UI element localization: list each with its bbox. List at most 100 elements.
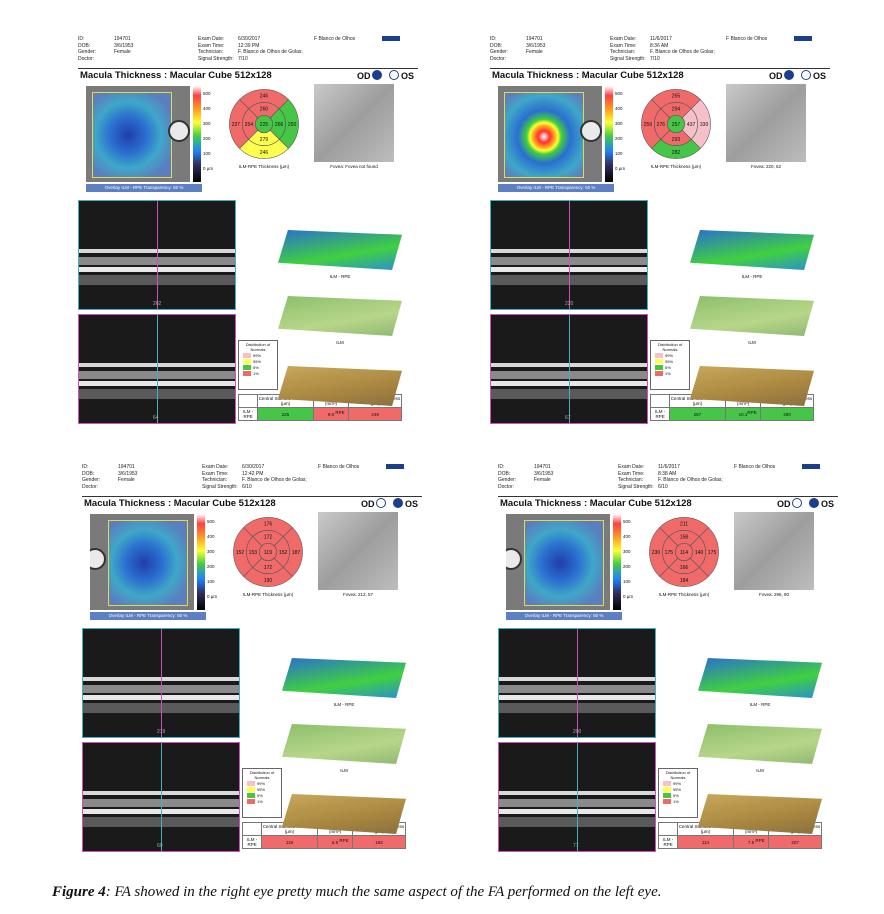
etdrs-outer-value: 176 (264, 522, 273, 528)
scan-position-line (161, 629, 162, 737)
colorbar-tick: 300 (623, 549, 631, 554)
patient-field-label: ID: (82, 464, 89, 470)
table-cell: 9.0 (312, 407, 350, 421)
colorbar-tick: 400 (623, 534, 631, 539)
horizontal-bscan: 219 (82, 628, 240, 738)
thickness-colorbar (613, 514, 621, 610)
etdrs-inner-value: 153 (249, 550, 258, 556)
exam-field-value: 12:39 PM (238, 42, 260, 49)
etdrs-outer-value: 250 (288, 122, 297, 128)
etdrs-grid: 114 211 158 175 140 184 166 230 175 (649, 517, 719, 587)
exam-field-value: 12:42 PM (242, 470, 264, 477)
exam-field-value: F. Blanco de Olhos de Golas; (650, 49, 715, 55)
colorbar-tick: 400 (203, 106, 211, 111)
distribution-title: Distribution of Normals (657, 342, 683, 352)
patient-field-label: Gender: (82, 477, 101, 483)
exam-field-value: 8:36 AM (650, 42, 669, 49)
exam-values: 11/6/2017 8:36 AM F. Blanco de Olhos de Go… (650, 36, 715, 62)
table-row-label: ILM - RPE (241, 835, 263, 849)
patient-field-label: Gender: (78, 49, 97, 55)
eye-selector: OD OS (361, 497, 418, 511)
distribution-label: 5% (673, 792, 679, 798)
distribution-row: 5% (243, 364, 277, 370)
etdrs-caption: ILM-RPE Thickness (µm) (242, 592, 294, 597)
fundus-thickness-map (90, 514, 194, 610)
etdrs-center (259, 543, 277, 561)
patient-field-label: Doctor: (82, 483, 99, 490)
exam-field-label: Exam Time: (198, 42, 225, 49)
exam-field-label: Exam Time: (618, 470, 645, 477)
distribution-swatch (655, 370, 663, 376)
table-row: ILM - RPE 119 6.9 192 (241, 835, 406, 849)
surface-3d-map (282, 794, 406, 834)
eye-selector: OD OS (357, 69, 414, 83)
patient-labels: ID: DOB: Gender: Doctor: (82, 464, 100, 490)
surface-caption: ILM (340, 768, 348, 773)
distribution-row: 5% (247, 792, 281, 798)
table-cell: 257 (669, 407, 726, 421)
etdrs-inner-value: 172 (264, 535, 273, 541)
os-label: OS (812, 71, 826, 81)
os-radio (388, 70, 399, 80)
surface-caption: ILM (748, 340, 756, 345)
optic-disc (168, 120, 190, 142)
od-radio (372, 70, 383, 80)
colorbar-tick: 100 (207, 579, 215, 584)
horizontal-bscan: 200 (498, 628, 656, 738)
etdrs-center-value: 225 (260, 122, 269, 128)
etdrs-outer-value: 259 (644, 122, 653, 128)
distribution-label: 1% (253, 370, 259, 376)
fundus-thickness-map (506, 514, 610, 610)
report-header: ID: DOB: Gender: Doctor: 194701 3/6/1953 Fema… (498, 462, 838, 496)
os-label: OS (400, 71, 414, 81)
scan-position-line (157, 315, 158, 423)
scan-position-line (569, 315, 570, 423)
surface-3d-map (278, 296, 402, 336)
distribution-label: 5% (253, 364, 259, 370)
distribution-row: 99% (243, 352, 277, 358)
exam-values: 6/30/2017 12:42 PM F. Blanco de Olhos de G… (242, 464, 307, 490)
report-title: Macula Thickness : Macular Cube 512x128 (80, 70, 272, 81)
od-label: OD (360, 499, 375, 509)
exam-field-label: Exam Date: (610, 36, 637, 42)
zeiss-logo (794, 36, 812, 41)
etdrs-outer-value: 190 (264, 578, 273, 584)
table-row-label: ILM - RPE (237, 407, 259, 421)
exam-field-label: Exam Date: (202, 464, 229, 470)
patient-field-value: 3/6/1953 (114, 42, 134, 49)
slo-fundus-image (726, 84, 806, 162)
fundus-thickness-map (498, 86, 602, 182)
patient-labels: ID: DOB: Gender: Doctor: (498, 464, 516, 490)
scan-position-line (577, 743, 578, 851)
patient-field-label: DOB: (498, 470, 511, 477)
exam-field-label: Exam Time: (610, 42, 637, 49)
surface-3d-map (690, 366, 814, 406)
table-cell: 207 (768, 835, 822, 849)
od-radio (784, 70, 795, 80)
oct-report-panel: ID: DOB: Gender: Doctor: 194701 3/6/1953 Fema… (82, 462, 422, 872)
horizontal-bscan: 262 (78, 200, 236, 310)
distribution-title: Distribution of Normals (245, 342, 271, 352)
surface-caption: RPE (755, 838, 765, 843)
distribution-swatch (663, 780, 671, 786)
patient-field-value: 194701 (534, 464, 551, 470)
optic-disc (90, 548, 106, 570)
surface-3d-map (698, 794, 822, 834)
os-radio (800, 70, 811, 80)
distribution-label: 95% (665, 358, 674, 364)
vertical-bscan: 60 (82, 742, 240, 852)
colorbar-tick: 100 (203, 151, 211, 156)
surface-caption: ILM - RPE (741, 274, 763, 279)
surface-3d-map (698, 724, 822, 764)
exam-field-value: F. Blanco de Olhos de Golas; (242, 477, 307, 483)
patient-field-value: 194701 (526, 36, 543, 42)
etdrs-center-value: 257 (672, 122, 681, 128)
exam-values: 6/30/2017 12:39 PM F. Blanco de Olhos de G… (238, 36, 303, 62)
colorbar-tick: 400 (615, 106, 623, 111)
clinic-name: F Blanco de Olhos (726, 36, 768, 42)
distribution-label: 1% (673, 798, 679, 804)
distribution-label: 1% (257, 798, 263, 804)
patient-field-value (118, 484, 137, 491)
patient-values: 194701 3/6/1953 Female (526, 36, 545, 62)
table-corner (657, 822, 679, 836)
